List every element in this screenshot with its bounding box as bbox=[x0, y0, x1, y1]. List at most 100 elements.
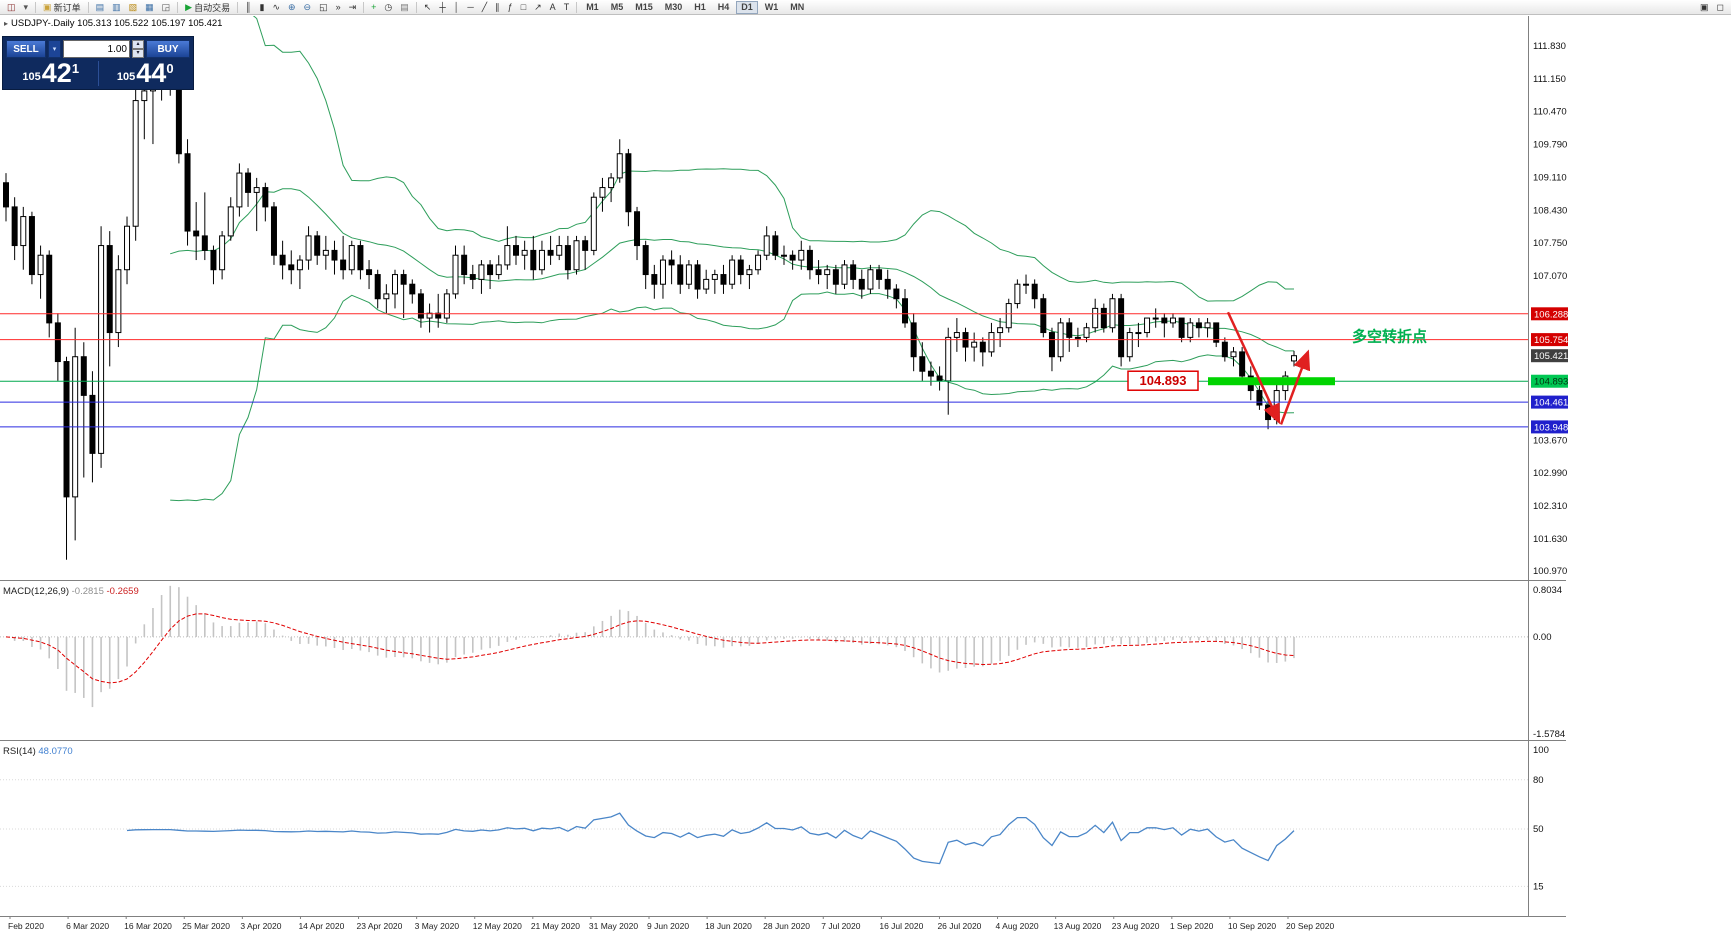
line-chart-icon: ∿ bbox=[272, 1, 280, 12]
channel-button[interactable]: ∥ bbox=[492, 1, 503, 14]
svg-text:0.00: 0.00 bbox=[1533, 632, 1552, 643]
new-order-button[interactable]: ▣ 新订单 bbox=[40, 1, 84, 14]
svg-text:1 Sep 2020: 1 Sep 2020 bbox=[1170, 921, 1214, 931]
annotation-text[interactable]: 多空转折点 bbox=[1352, 327, 1427, 345]
fibonacci-button[interactable]: ƒ bbox=[505, 1, 516, 14]
rsi-axis[interactable]: 100 80 50 15 bbox=[1533, 745, 1549, 892]
zoom-in-button[interactable]: ⊕ bbox=[285, 1, 299, 14]
dock-window-icon: ▣ bbox=[1700, 1, 1709, 12]
auto-scroll-button[interactable]: » bbox=[333, 1, 344, 14]
new-order-button-label: 新订单 bbox=[53, 2, 81, 13]
price-label-box[interactable] bbox=[1127, 370, 1199, 391]
rsi-pane-divider[interactable] bbox=[0, 738, 1731, 743]
arrows-button[interactable]: ↗ bbox=[531, 1, 545, 14]
profiles-button[interactable]: ▾ bbox=[21, 1, 32, 14]
zoom-out-icon: ⊖ bbox=[303, 1, 312, 12]
svg-text:6 Mar 2020: 6 Mar 2020 bbox=[66, 921, 109, 931]
svg-text:3 May 2020: 3 May 2020 bbox=[415, 921, 460, 931]
svg-text:18 Jun 2020: 18 Jun 2020 bbox=[705, 921, 752, 931]
restore-window-icon: ◻ bbox=[1716, 1, 1724, 12]
volume-down-icon[interactable]: ▾ bbox=[132, 49, 144, 58]
svg-text:31 May 2020: 31 May 2020 bbox=[589, 921, 638, 931]
price-badge bbox=[1531, 395, 1568, 409]
chart-frame bbox=[0, 16, 1566, 917]
tf-h1-button-label: H1 bbox=[694, 2, 706, 12]
tf-d1-button[interactable]: D1 bbox=[736, 0, 758, 14]
price-badge bbox=[1531, 374, 1568, 388]
text-label-button[interactable]: T bbox=[561, 1, 573, 14]
vertical-line-button[interactable]: │ bbox=[451, 1, 463, 14]
navigator-button[interactable]: ▧ bbox=[126, 1, 141, 14]
price-axis[interactable]: 111.830 111.150 110.470 109.790 109.110 108.4… bbox=[1531, 41, 1568, 577]
tf-h4-button[interactable]: H4 bbox=[713, 1, 735, 14]
svg-text:106.288: 106.288 bbox=[1534, 309, 1568, 320]
strategy-tester-button[interactable]: ◲ bbox=[159, 1, 174, 14]
trend-arrow-1[interactable] bbox=[1226, 311, 1281, 425]
dock-window-button[interactable]: ▣ bbox=[1697, 1, 1712, 14]
volume-stepper: ▴ ▾ bbox=[132, 40, 144, 58]
crosshair-button[interactable]: ┼ bbox=[436, 1, 448, 14]
toolbar-separator bbox=[415, 1, 417, 13]
market-watch-button[interactable]: ▤ bbox=[93, 1, 108, 14]
new-chart-button[interactable]: ◫ bbox=[4, 1, 19, 14]
tf-m30-button[interactable]: M30 bbox=[660, 1, 688, 14]
zoom-out-button[interactable]: ⊖ bbox=[301, 1, 315, 14]
terminal-button[interactable]: ▦ bbox=[142, 1, 157, 14]
svg-text:7 Jul 2020: 7 Jul 2020 bbox=[821, 921, 860, 931]
tf-w1-button[interactable]: W1 bbox=[760, 1, 784, 14]
indicators-button[interactable]: + bbox=[368, 1, 379, 14]
macd-pane-divider[interactable] bbox=[0, 578, 1731, 583]
autotrading-button[interactable]: ▶ 自动交易 bbox=[182, 1, 233, 14]
market-watch-icon: ▤ bbox=[95, 1, 105, 12]
svg-text:105.421: 105.421 bbox=[1534, 351, 1568, 362]
bar-chart-button[interactable]: ║ bbox=[242, 1, 254, 14]
data-window-button[interactable]: ▥ bbox=[109, 1, 124, 14]
candlestick-chart-button[interactable]: ▮ bbox=[256, 1, 267, 14]
chart-shift-button[interactable]: ⇥ bbox=[346, 1, 360, 14]
buy-price[interactable]: 105 44 0 bbox=[101, 60, 191, 87]
level-lines[interactable] bbox=[0, 313, 1528, 428]
trendline-button[interactable]: ╱ bbox=[479, 1, 490, 14]
arrows-icon: ↗ bbox=[534, 1, 542, 12]
volume-input[interactable] bbox=[63, 40, 130, 58]
time-axis[interactable]: Feb 2020 6 Mar 2020 16 Mar 2020 25 Mar 2020… bbox=[8, 916, 1334, 931]
text-button[interactable]: A bbox=[547, 1, 559, 14]
volume-dropdown-icon[interactable]: ▾ bbox=[48, 40, 61, 58]
tf-h1-button[interactable]: H1 bbox=[689, 1, 711, 14]
tf-w1-button-label: W1 bbox=[764, 2, 779, 12]
svg-text:4 Aug 2020: 4 Aug 2020 bbox=[996, 921, 1039, 931]
templates-button[interactable]: ▤ bbox=[397, 1, 412, 14]
one-click-prices: 105 42 1 105 44 0 bbox=[6, 60, 191, 87]
tf-mn-button[interactable]: MN bbox=[785, 1, 809, 14]
candles[interactable] bbox=[3, 52, 1297, 560]
macd-axis[interactable]: 0.8034 0.00 -1.5784 bbox=[1533, 585, 1565, 740]
support-zone-rect[interactable] bbox=[1208, 377, 1335, 386]
restore-window-button[interactable]: ◻ bbox=[1714, 1, 1727, 14]
cursor-button[interactable]: ↖ bbox=[421, 1, 435, 14]
trend-arrow-2[interactable] bbox=[1279, 349, 1311, 425]
svg-text:21 May 2020: 21 May 2020 bbox=[531, 921, 580, 931]
macd-pane[interactable] bbox=[0, 585, 1528, 708]
tf-m5-button[interactable]: M5 bbox=[606, 1, 629, 14]
buy-button[interactable]: BUY bbox=[146, 40, 190, 58]
chart-objects[interactable]: 104.893 多空转折点 bbox=[1127, 311, 1427, 425]
toolbar-separator bbox=[237, 1, 239, 13]
svg-text:111.830: 111.830 bbox=[1533, 41, 1566, 52]
sell-button[interactable]: SELL bbox=[6, 40, 46, 58]
sell-price[interactable]: 105 42 1 bbox=[6, 60, 96, 87]
tf-m15-button[interactable]: M15 bbox=[630, 1, 658, 14]
volume-up-icon[interactable]: ▴ bbox=[132, 40, 144, 49]
periods-button[interactable]: ◷ bbox=[381, 1, 395, 14]
tf-m1-button[interactable]: M1 bbox=[581, 1, 604, 14]
tile-windows-button[interactable]: ◱ bbox=[316, 1, 331, 14]
horizontal-line-button[interactable]: ─ bbox=[464, 1, 476, 14]
rsi-pane[interactable] bbox=[0, 779, 1528, 887]
line-chart-button[interactable]: ∿ bbox=[269, 1, 283, 14]
tf-m5-button-label: M5 bbox=[610, 2, 624, 12]
svg-text:0.8034: 0.8034 bbox=[1533, 585, 1562, 596]
svg-text:13 Aug 2020: 13 Aug 2020 bbox=[1054, 921, 1102, 931]
shapes-button[interactable]: □ bbox=[518, 1, 529, 14]
chart-shift-icon: ⇥ bbox=[348, 1, 357, 12]
svg-text:10 Sep 2020: 10 Sep 2020 bbox=[1228, 921, 1276, 931]
